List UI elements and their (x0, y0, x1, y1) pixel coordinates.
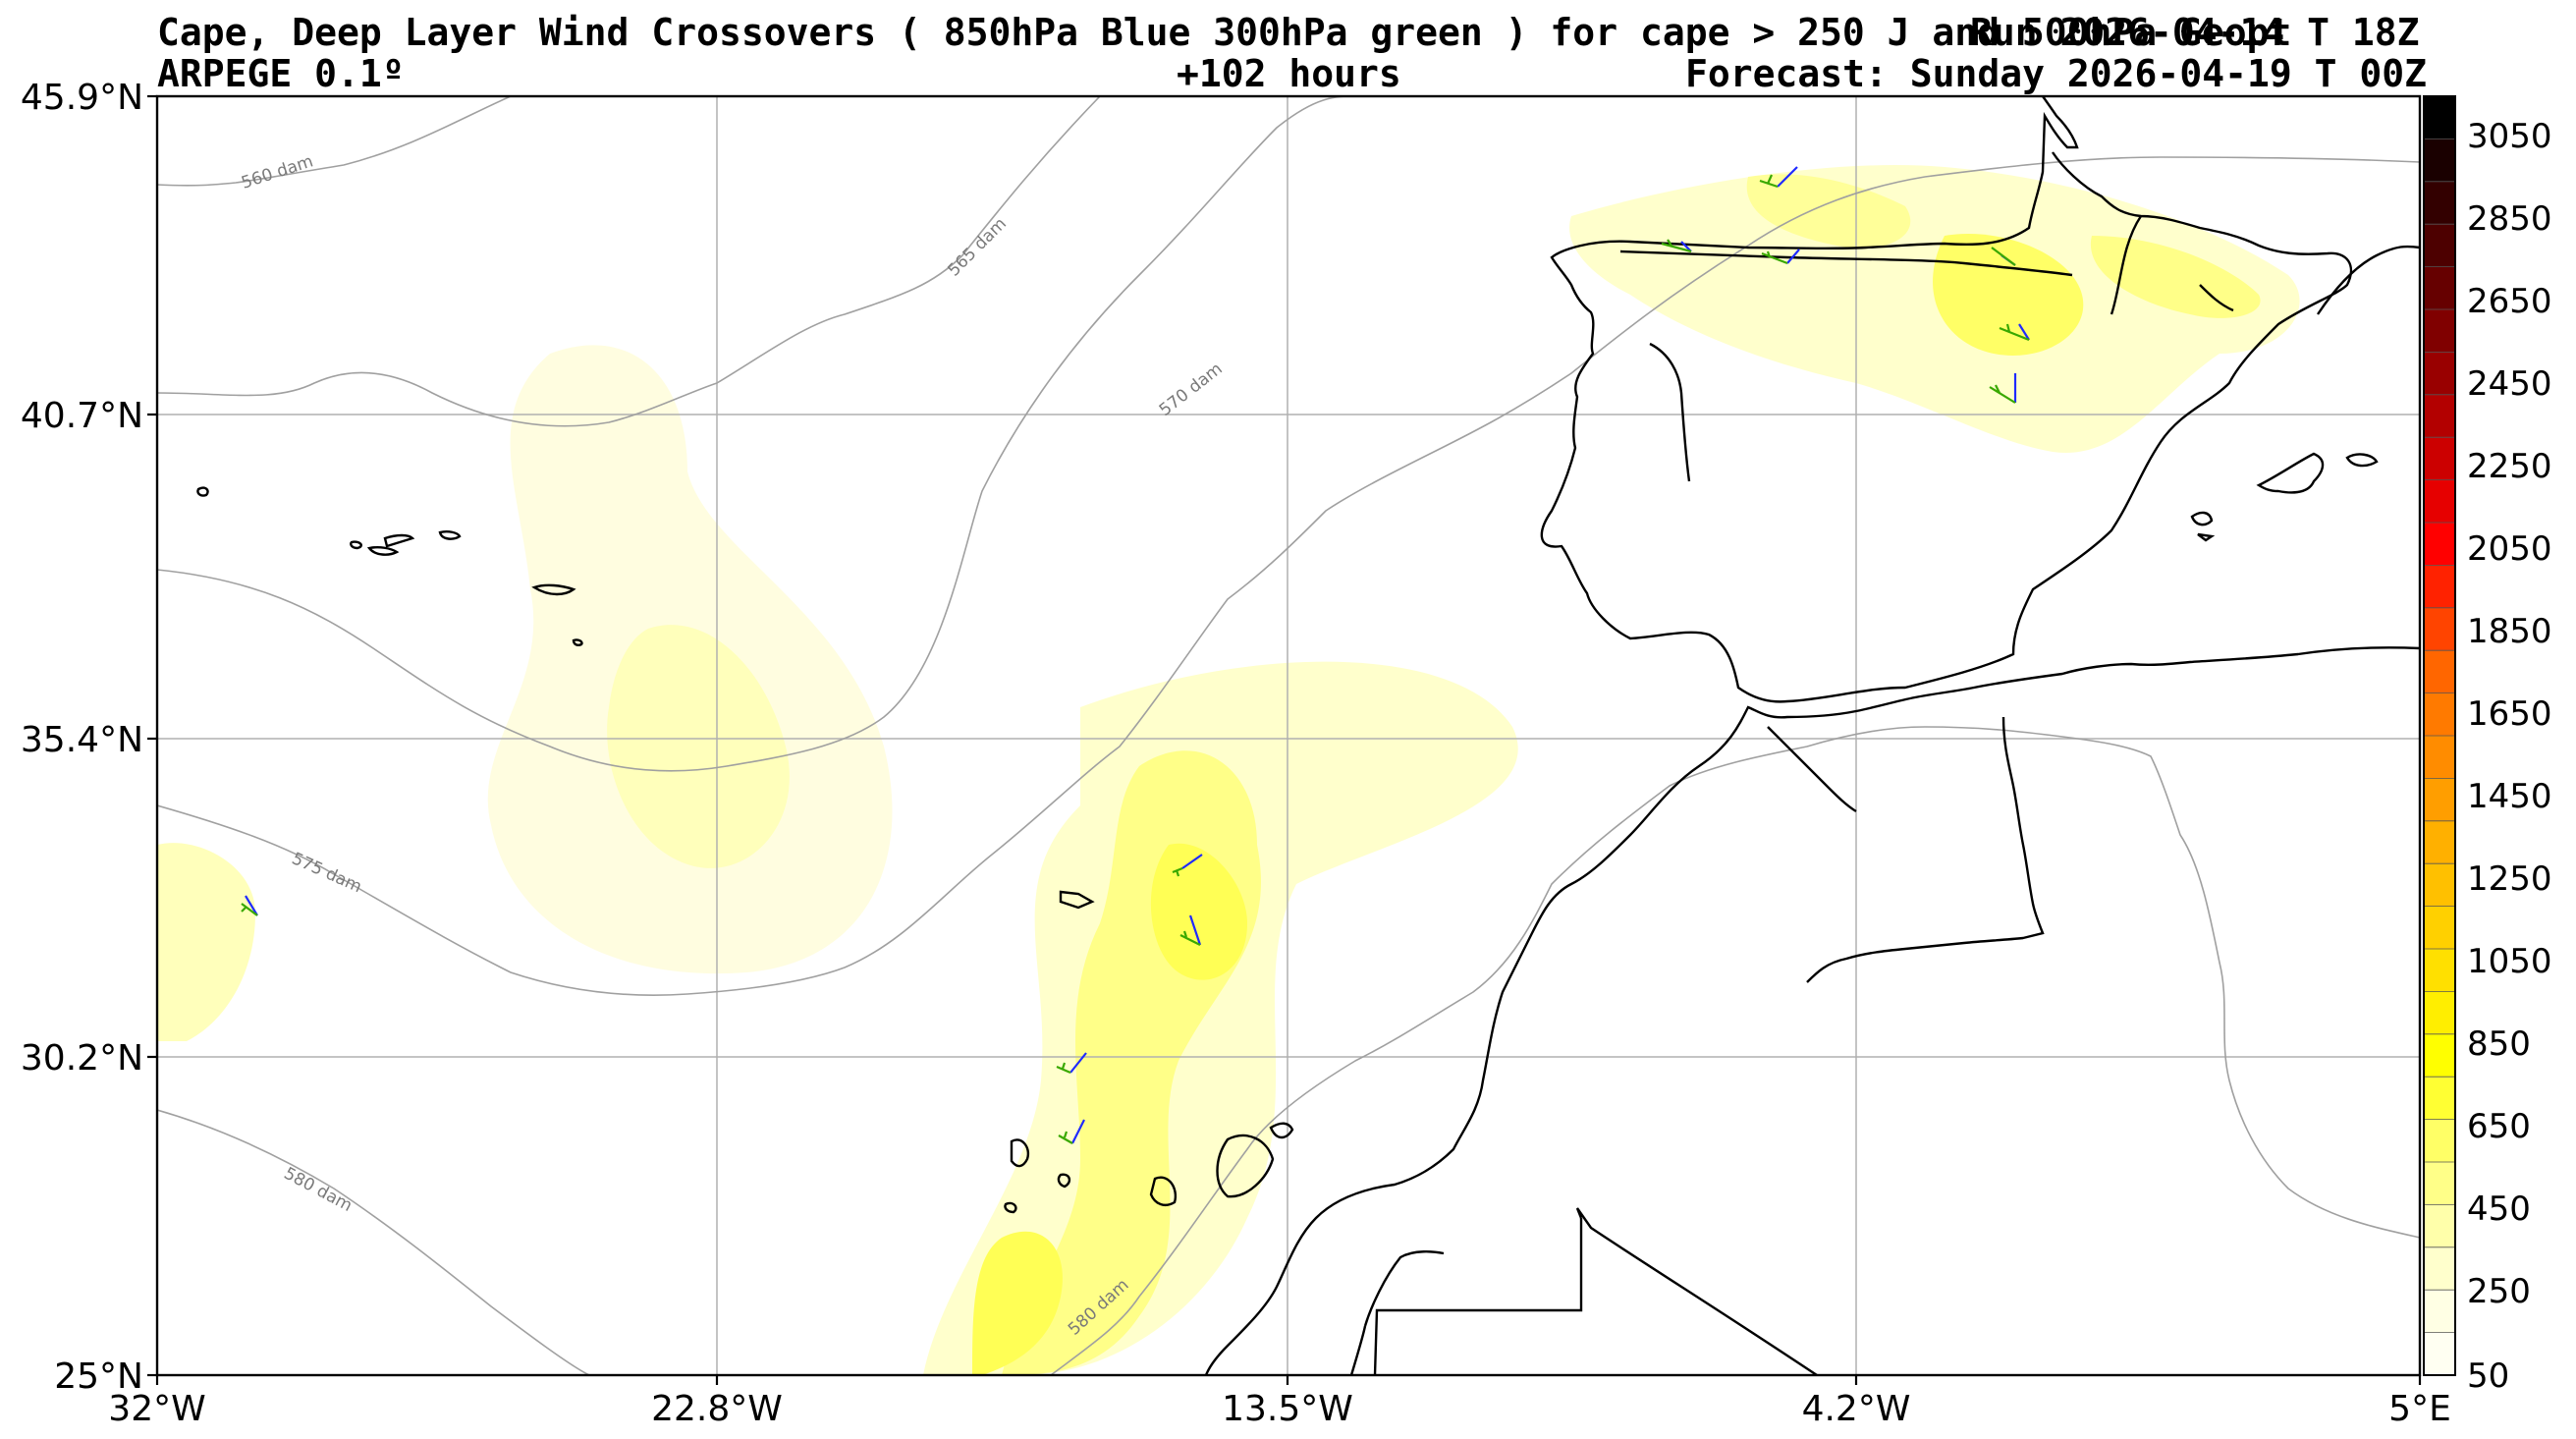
colorbar-label-250: 250 (2467, 1272, 2531, 1311)
colorbar-swatch (2424, 949, 2455, 992)
chart-title: Cape, Deep Layer Wind Crossovers ( 850hP… (157, 11, 2292, 54)
lat-label-25n: 25°N (54, 1356, 143, 1397)
colorbar-swatch (2424, 479, 2455, 524)
colorbar-label-450: 450 (2467, 1190, 2531, 1229)
forecast-time: Forecast: Sunday 2026-04-19 T 00Z (1685, 52, 2427, 95)
colorbar-frame (2423, 95, 2456, 1376)
colorbar-swatch (2424, 1162, 2455, 1205)
colorbar-swatch (2424, 1119, 2455, 1163)
model-name: ARPEGE 0.1º (157, 52, 405, 95)
colorbar-swatch (2424, 181, 2455, 225)
lon-label-5e: 5°E (2388, 1389, 2451, 1429)
colorbar-label-1850: 1850 (2467, 612, 2552, 651)
colorbar-swatch (2424, 1290, 2455, 1334)
map-area: 560 dam 565 dam 570 dam 575 dam 580 dam … (157, 96, 2420, 1375)
colorbar-swatch (2424, 224, 2455, 268)
colorbar-label-2850: 2850 (2467, 199, 2552, 239)
lon-label-22-8w: 22.8°W (651, 1389, 783, 1429)
lon-label-4-2w: 4.2°W (1802, 1389, 1911, 1429)
colorbar-swatch (2424, 692, 2455, 737)
colorbar-swatch (2424, 1033, 2455, 1078)
lead-time: +102 hours (1177, 52, 1401, 95)
colorbar-swatch (2424, 1077, 2455, 1121)
colorbar-swatch (2424, 820, 2455, 864)
colorbar-swatch (2424, 437, 2455, 481)
colorbar-swatch (2424, 138, 2455, 183)
run-time: Run 2026-04-14 T 18Z (1970, 11, 2420, 54)
colorbar-swatch (2424, 650, 2455, 694)
colorbar-swatch (2424, 1246, 2455, 1291)
colorbar-label-50: 50 (2467, 1356, 2509, 1396)
cape-shading (157, 165, 2300, 1375)
lon-label-13-5w: 13.5°W (1222, 1389, 1353, 1429)
colorbar-swatch (2424, 523, 2455, 566)
lat-label-35-4n: 35.4°N (21, 720, 143, 760)
colorbar-label-2450: 2450 (2467, 364, 2552, 404)
colorbar-swatch (2424, 863, 2455, 908)
colorbar-label-1450: 1450 (2467, 777, 2552, 816)
colorbar-swatch (2424, 736, 2455, 779)
colorbar-label-1050: 1050 (2467, 942, 2552, 981)
lat-label-30-2n: 30.2°N (21, 1038, 143, 1079)
colorbar-label-1250: 1250 (2467, 859, 2552, 899)
colorbar-swatch (2424, 1332, 2455, 1376)
geopotential-contours (157, 96, 2420, 1375)
colorbar-swatch (2424, 565, 2455, 609)
colorbar-label-2650: 2650 (2467, 282, 2552, 321)
land-borders (1619, 215, 2234, 983)
coastlines (196, 96, 2420, 1375)
colorbar-label-1650: 1650 (2467, 694, 2552, 734)
colorbar-swatch (2424, 607, 2455, 651)
colorbar-swatch (2424, 1204, 2455, 1248)
axis-ticks (147, 94, 2422, 1385)
cape-colorbar (2424, 96, 2455, 1376)
colorbar-label-2250: 2250 (2467, 447, 2552, 486)
colorbar-label-2050: 2050 (2467, 529, 2552, 569)
wind-crossovers (241, 166, 2030, 1144)
colorbar-label-850: 850 (2467, 1024, 2531, 1064)
colorbar-swatch (2424, 309, 2455, 353)
colorbar-swatch (2424, 352, 2455, 396)
colorbar-swatch (2424, 906, 2455, 950)
colorbar-swatch (2424, 394, 2455, 438)
colorbar-swatch (2424, 266, 2455, 310)
colorbar-swatch (2424, 96, 2455, 139)
lat-label-40-7n: 40.7°N (21, 396, 143, 436)
colorbar-label-650: 650 (2467, 1107, 2531, 1146)
colorbar-label-3050: 3050 (2467, 117, 2552, 156)
colorbar-swatch (2424, 991, 2455, 1035)
lat-label-45-9n: 45.9°N (21, 78, 143, 118)
gridlines (157, 96, 2420, 1375)
colorbar-swatch (2424, 778, 2455, 822)
lon-label-32w: 32°W (108, 1389, 205, 1429)
